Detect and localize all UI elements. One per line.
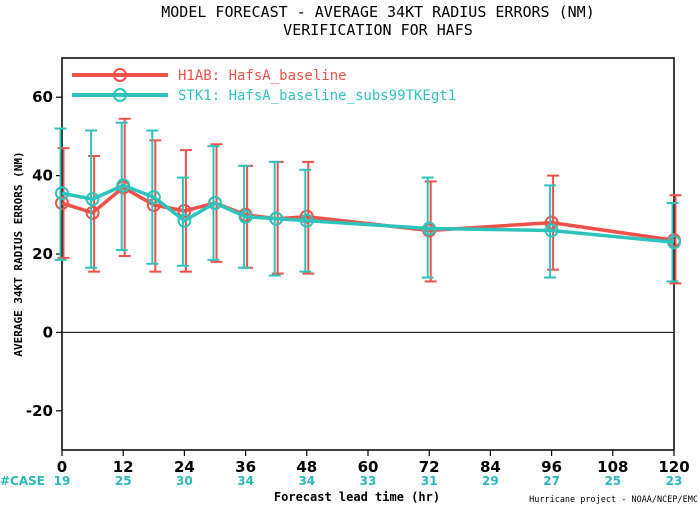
y-tick-label: -20 — [26, 402, 53, 420]
data-point — [269, 211, 284, 226]
plot-frame — [61, 57, 675, 451]
case-count: 25 — [115, 474, 132, 488]
data-point — [299, 213, 314, 228]
x-tick-label: 84 — [480, 458, 501, 476]
x-axis-label: Forecast lead time (hr) — [274, 490, 440, 504]
x-tick-label: 0 — [57, 458, 67, 476]
credit-text: Hurricane project - NOAA/NCEP/EMC — [529, 495, 698, 505]
y-tick-label: 0 — [43, 323, 53, 341]
y-tick-label: 60 — [32, 88, 53, 106]
y-tick-label: 20 — [32, 245, 53, 263]
data-point — [544, 215, 559, 230]
case-count: 33 — [360, 474, 377, 488]
data-point — [177, 213, 192, 228]
x-tick-label: 72 — [419, 458, 440, 476]
x-tick-label: 36 — [235, 458, 256, 476]
data-point — [208, 196, 222, 211]
series-line — [61, 183, 675, 244]
case-count: 31 — [421, 474, 438, 488]
legend-entry: H1AB: HafsA_baseline — [178, 68, 347, 84]
x-tick-label: 24 — [174, 458, 195, 476]
data-point — [55, 186, 69, 201]
case-count: 29 — [482, 474, 499, 488]
chart-subtitle: VERIFICATION FOR HAFS — [283, 21, 473, 39]
data-point — [55, 196, 69, 211]
x-tick-label: 108 — [597, 458, 628, 476]
data-point — [238, 209, 253, 224]
legend-swatch-marker — [113, 68, 127, 82]
data-point — [85, 192, 100, 207]
data-point — [422, 221, 437, 236]
data-point — [85, 205, 100, 220]
case-count: 25 — [604, 474, 621, 488]
case-count: 30 — [176, 474, 193, 488]
data-point — [146, 190, 161, 205]
case-count: 34 — [237, 474, 254, 488]
x-tick-label: 48 — [296, 458, 317, 476]
data-point — [177, 203, 192, 218]
case-count: 27 — [543, 474, 560, 488]
case-count-label: #CASE — [0, 474, 45, 488]
data-point — [667, 235, 681, 250]
legend-entry: STK1: HafsA_baseline_subs99TKEgt1 — [178, 88, 456, 104]
x-tick-label: 60 — [358, 458, 379, 476]
x-tick-label: 12 — [113, 458, 134, 476]
case-count: 19 — [54, 474, 71, 488]
plot-area: -20 0 20 40 60 0 12 24 36 48 60 72 84 96 108 120 19 25 30 3… — [26, 57, 690, 488]
data-point — [544, 223, 559, 238]
legend-swatch-marker — [113, 88, 127, 102]
y-axis-label: AVERAGE 34KT RADIUS ERRORS (NM) — [12, 151, 25, 356]
data-point — [116, 178, 131, 193]
case-count: 23 — [666, 474, 683, 488]
y-tick-label: 40 — [32, 167, 53, 185]
chart-title: MODEL FORECAST - AVERAGE 34KT RADIUS ERR… — [161, 3, 594, 21]
x-tick-label: 96 — [541, 458, 562, 476]
data-point — [299, 209, 314, 224]
x-tick-label: 120 — [658, 458, 689, 476]
case-count: 34 — [298, 474, 315, 488]
